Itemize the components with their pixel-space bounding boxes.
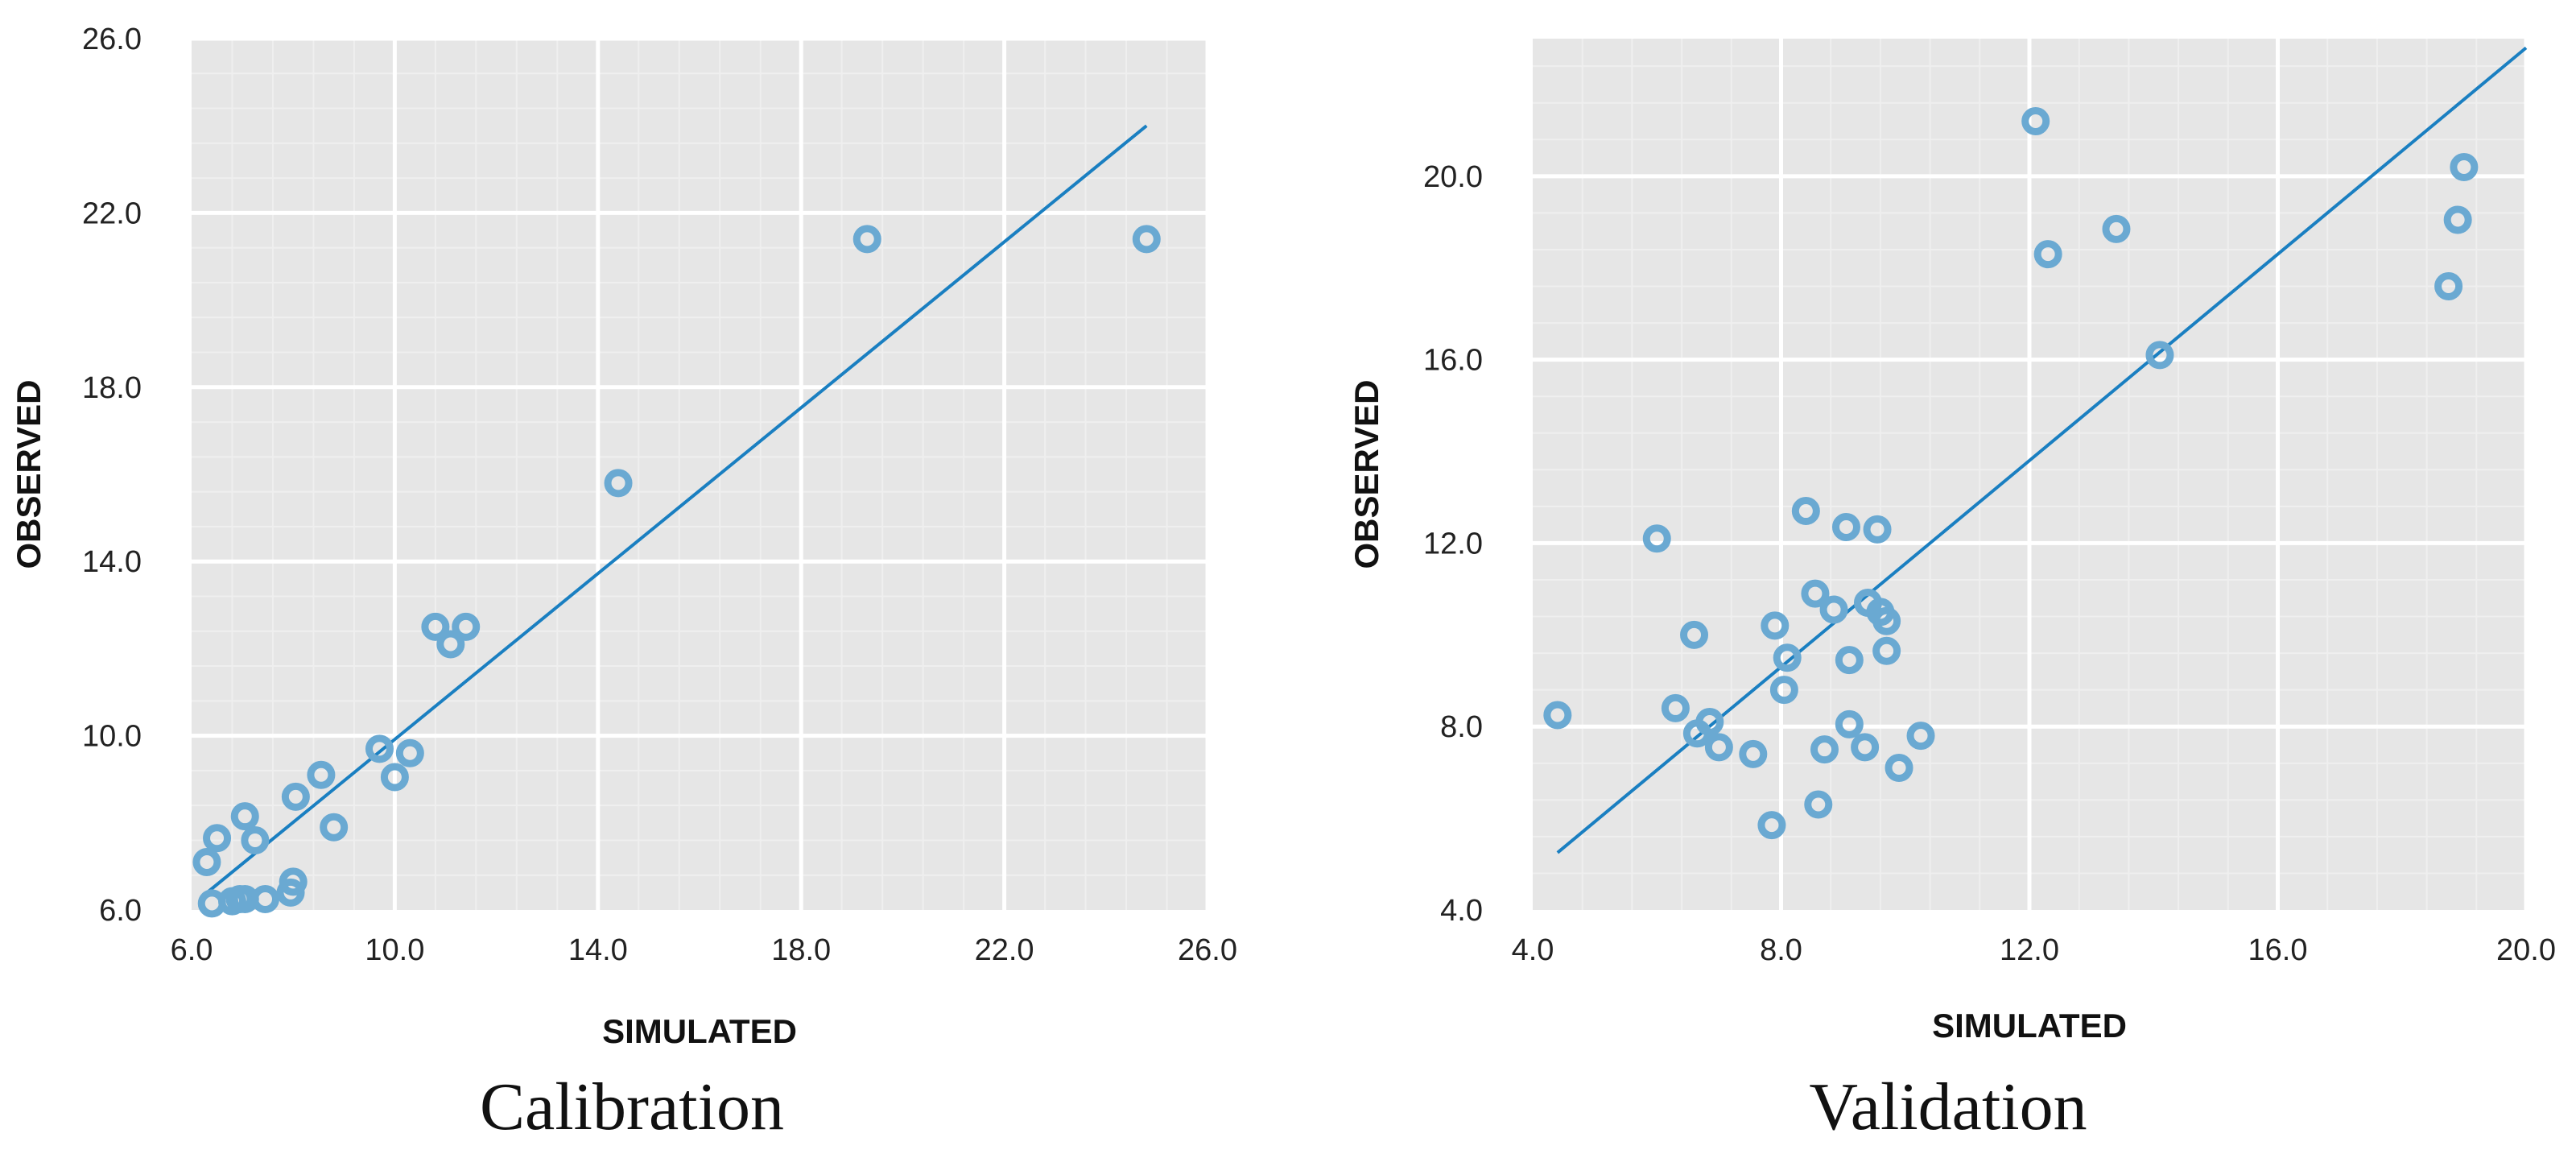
data-point	[1769, 676, 1798, 705]
chart-validation: 4.0 8.0 12.0 16.0 20.0 4.0 8.0 12.0 16.0 20.0 SIMU…	[1348, 39, 2556, 1144]
data-point	[1661, 693, 1690, 722]
chart-caption: Validation	[1809, 1069, 2087, 1144]
x-tick-label: 18.0	[771, 933, 831, 967]
data-point	[1642, 524, 1671, 553]
data-point	[1773, 643, 1802, 672]
data-point	[1872, 636, 1901, 665]
plot-area	[192, 39, 1208, 910]
y-tick-label: 20.0	[1423, 160, 1483, 194]
data-point	[1804, 790, 1833, 819]
x-tick-label: 12.0	[2000, 933, 2059, 967]
data-point	[1680, 620, 1709, 649]
data-point	[1872, 606, 1901, 635]
data-point	[2145, 341, 2174, 370]
data-point	[1801, 579, 1830, 608]
data-point	[1863, 515, 1892, 544]
y-axis-title: OBSERVED	[10, 380, 47, 569]
data-point	[1695, 708, 1724, 737]
y-tick-label: 10.0	[82, 720, 142, 754]
x-tick-label: 6.0	[171, 933, 213, 967]
y-axis-title: OBSERVED	[1348, 380, 1385, 569]
data-point	[1810, 735, 1839, 764]
x-axis-title: SIMULATED	[1932, 1007, 2127, 1044]
data-point	[250, 884, 279, 913]
data-point	[2450, 152, 2479, 181]
x-tick-label: 26.0	[1178, 933, 1237, 967]
data-point	[307, 760, 336, 789]
x-tick-label: 22.0	[975, 933, 1034, 967]
y-tick-label: 8.0	[1440, 710, 1483, 744]
data-point	[1791, 497, 1820, 526]
x-tick-label: 10.0	[365, 933, 424, 967]
data-point	[1739, 739, 1768, 768]
data-point	[2021, 107, 2050, 136]
data-point	[604, 469, 633, 498]
data-point	[2434, 272, 2463, 301]
y-tick-label: 18.0	[82, 371, 142, 405]
data-point	[1906, 722, 1935, 751]
data-point	[1835, 646, 1864, 675]
y-tick-label: 12.0	[1423, 527, 1483, 560]
data-point	[1835, 709, 1864, 738]
y-tick-label: 4.0	[1440, 894, 1483, 928]
data-point	[320, 813, 349, 842]
x-tick-label: 4.0	[1512, 933, 1554, 967]
x-tick-label: 20.0	[2496, 933, 2556, 967]
chart-calibration: 6.0 10.0 14.0 18.0 22.0 26.0 6.0 10.0 14.0 18.0 22…	[10, 23, 1237, 1144]
data-point	[452, 612, 481, 641]
x-tick-label: 8.0	[1760, 933, 1802, 967]
data-point	[230, 802, 259, 831]
data-point	[852, 225, 881, 254]
y-tick-label: 26.0	[82, 23, 142, 56]
data-point	[2033, 240, 2062, 269]
data-point	[281, 782, 310, 811]
chart-caption: Calibration	[480, 1069, 784, 1144]
x-tick-label: 14.0	[568, 933, 628, 967]
data-point	[1704, 733, 1733, 762]
data-point	[192, 847, 221, 876]
y-tick-label: 6.0	[99, 894, 142, 928]
data-point	[2443, 205, 2472, 234]
data-point	[2102, 214, 2131, 243]
data-point	[1761, 611, 1790, 640]
y-tick-label: 16.0	[1423, 344, 1483, 378]
data-point	[436, 630, 465, 659]
data-point	[365, 734, 394, 763]
data-point	[395, 738, 424, 767]
data-point	[1543, 701, 1572, 730]
data-point	[279, 867, 308, 896]
y-tick-label: 14.0	[82, 545, 142, 579]
data-point	[203, 824, 232, 853]
trend-line	[200, 124, 1148, 899]
data-point	[380, 763, 409, 792]
x-axis-title: SIMULATED	[602, 1012, 797, 1050]
data-point	[421, 612, 450, 641]
x-tick-label: 16.0	[2248, 933, 2308, 967]
data-point	[241, 825, 270, 854]
data-point	[1132, 225, 1161, 254]
data-point	[1819, 595, 1848, 624]
y-tick-label: 22.0	[82, 196, 142, 230]
data-point	[1851, 733, 1880, 762]
data-point	[1757, 811, 1786, 840]
data-point	[1831, 512, 1860, 541]
data-point	[1885, 753, 1913, 782]
